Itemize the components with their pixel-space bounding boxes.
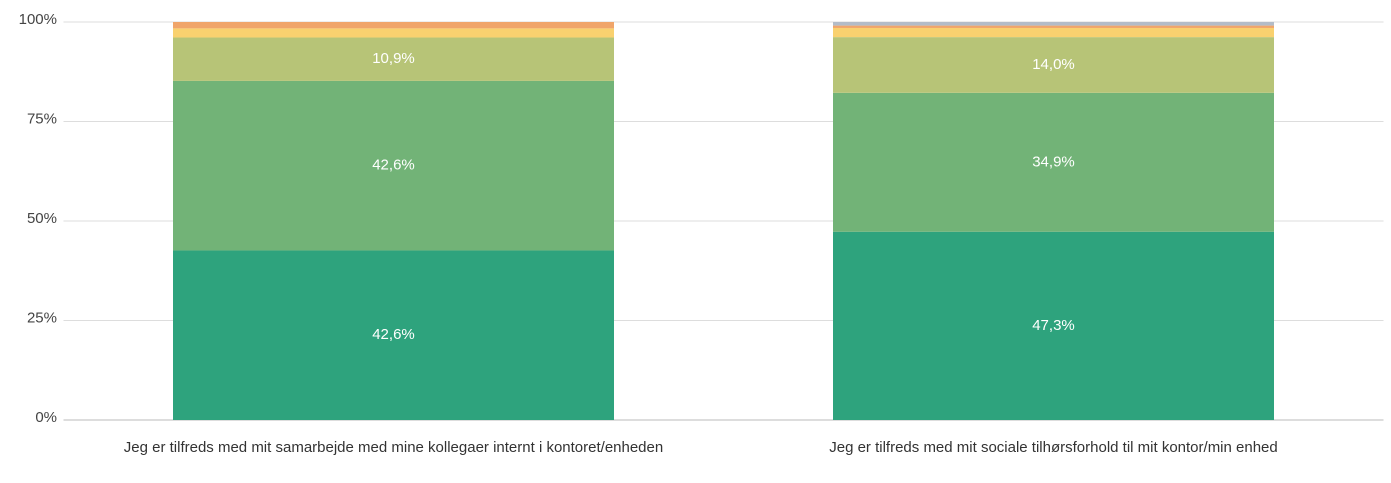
y-tick-label: 25% [27, 309, 57, 326]
bar-segment [833, 25, 1274, 28]
bar-segment [173, 250, 614, 420]
bar-segment [173, 28, 614, 38]
data-label: 34,9% [1032, 153, 1075, 170]
data-label: 42,6% [372, 326, 415, 343]
y-tick-label: 75% [27, 110, 57, 127]
x-tick-label: Jeg er tilfreds med mit samarbejde med m… [123, 439, 664, 456]
bar-segment [833, 92, 1274, 232]
bar-segment [173, 22, 614, 29]
data-label: 10,9% [372, 50, 415, 67]
x-tick-label: Jeg er tilfreds med mit sociale tilhørsf… [829, 439, 1278, 456]
y-tick-label: 100% [19, 11, 57, 28]
bar-segment [833, 37, 1274, 93]
data-label: 47,3% [1032, 317, 1075, 334]
bar-segment [173, 80, 614, 251]
bar-segment [173, 37, 614, 81]
y-tick-label: 0% [35, 409, 57, 426]
data-label: 14,0% [1032, 56, 1075, 73]
bar-segment [833, 27, 1274, 38]
bar-segment [833, 22, 1274, 26]
y-tick-label: 50% [27, 210, 57, 227]
data-label: 42,6% [372, 157, 415, 174]
bar-segment [833, 231, 1274, 420]
